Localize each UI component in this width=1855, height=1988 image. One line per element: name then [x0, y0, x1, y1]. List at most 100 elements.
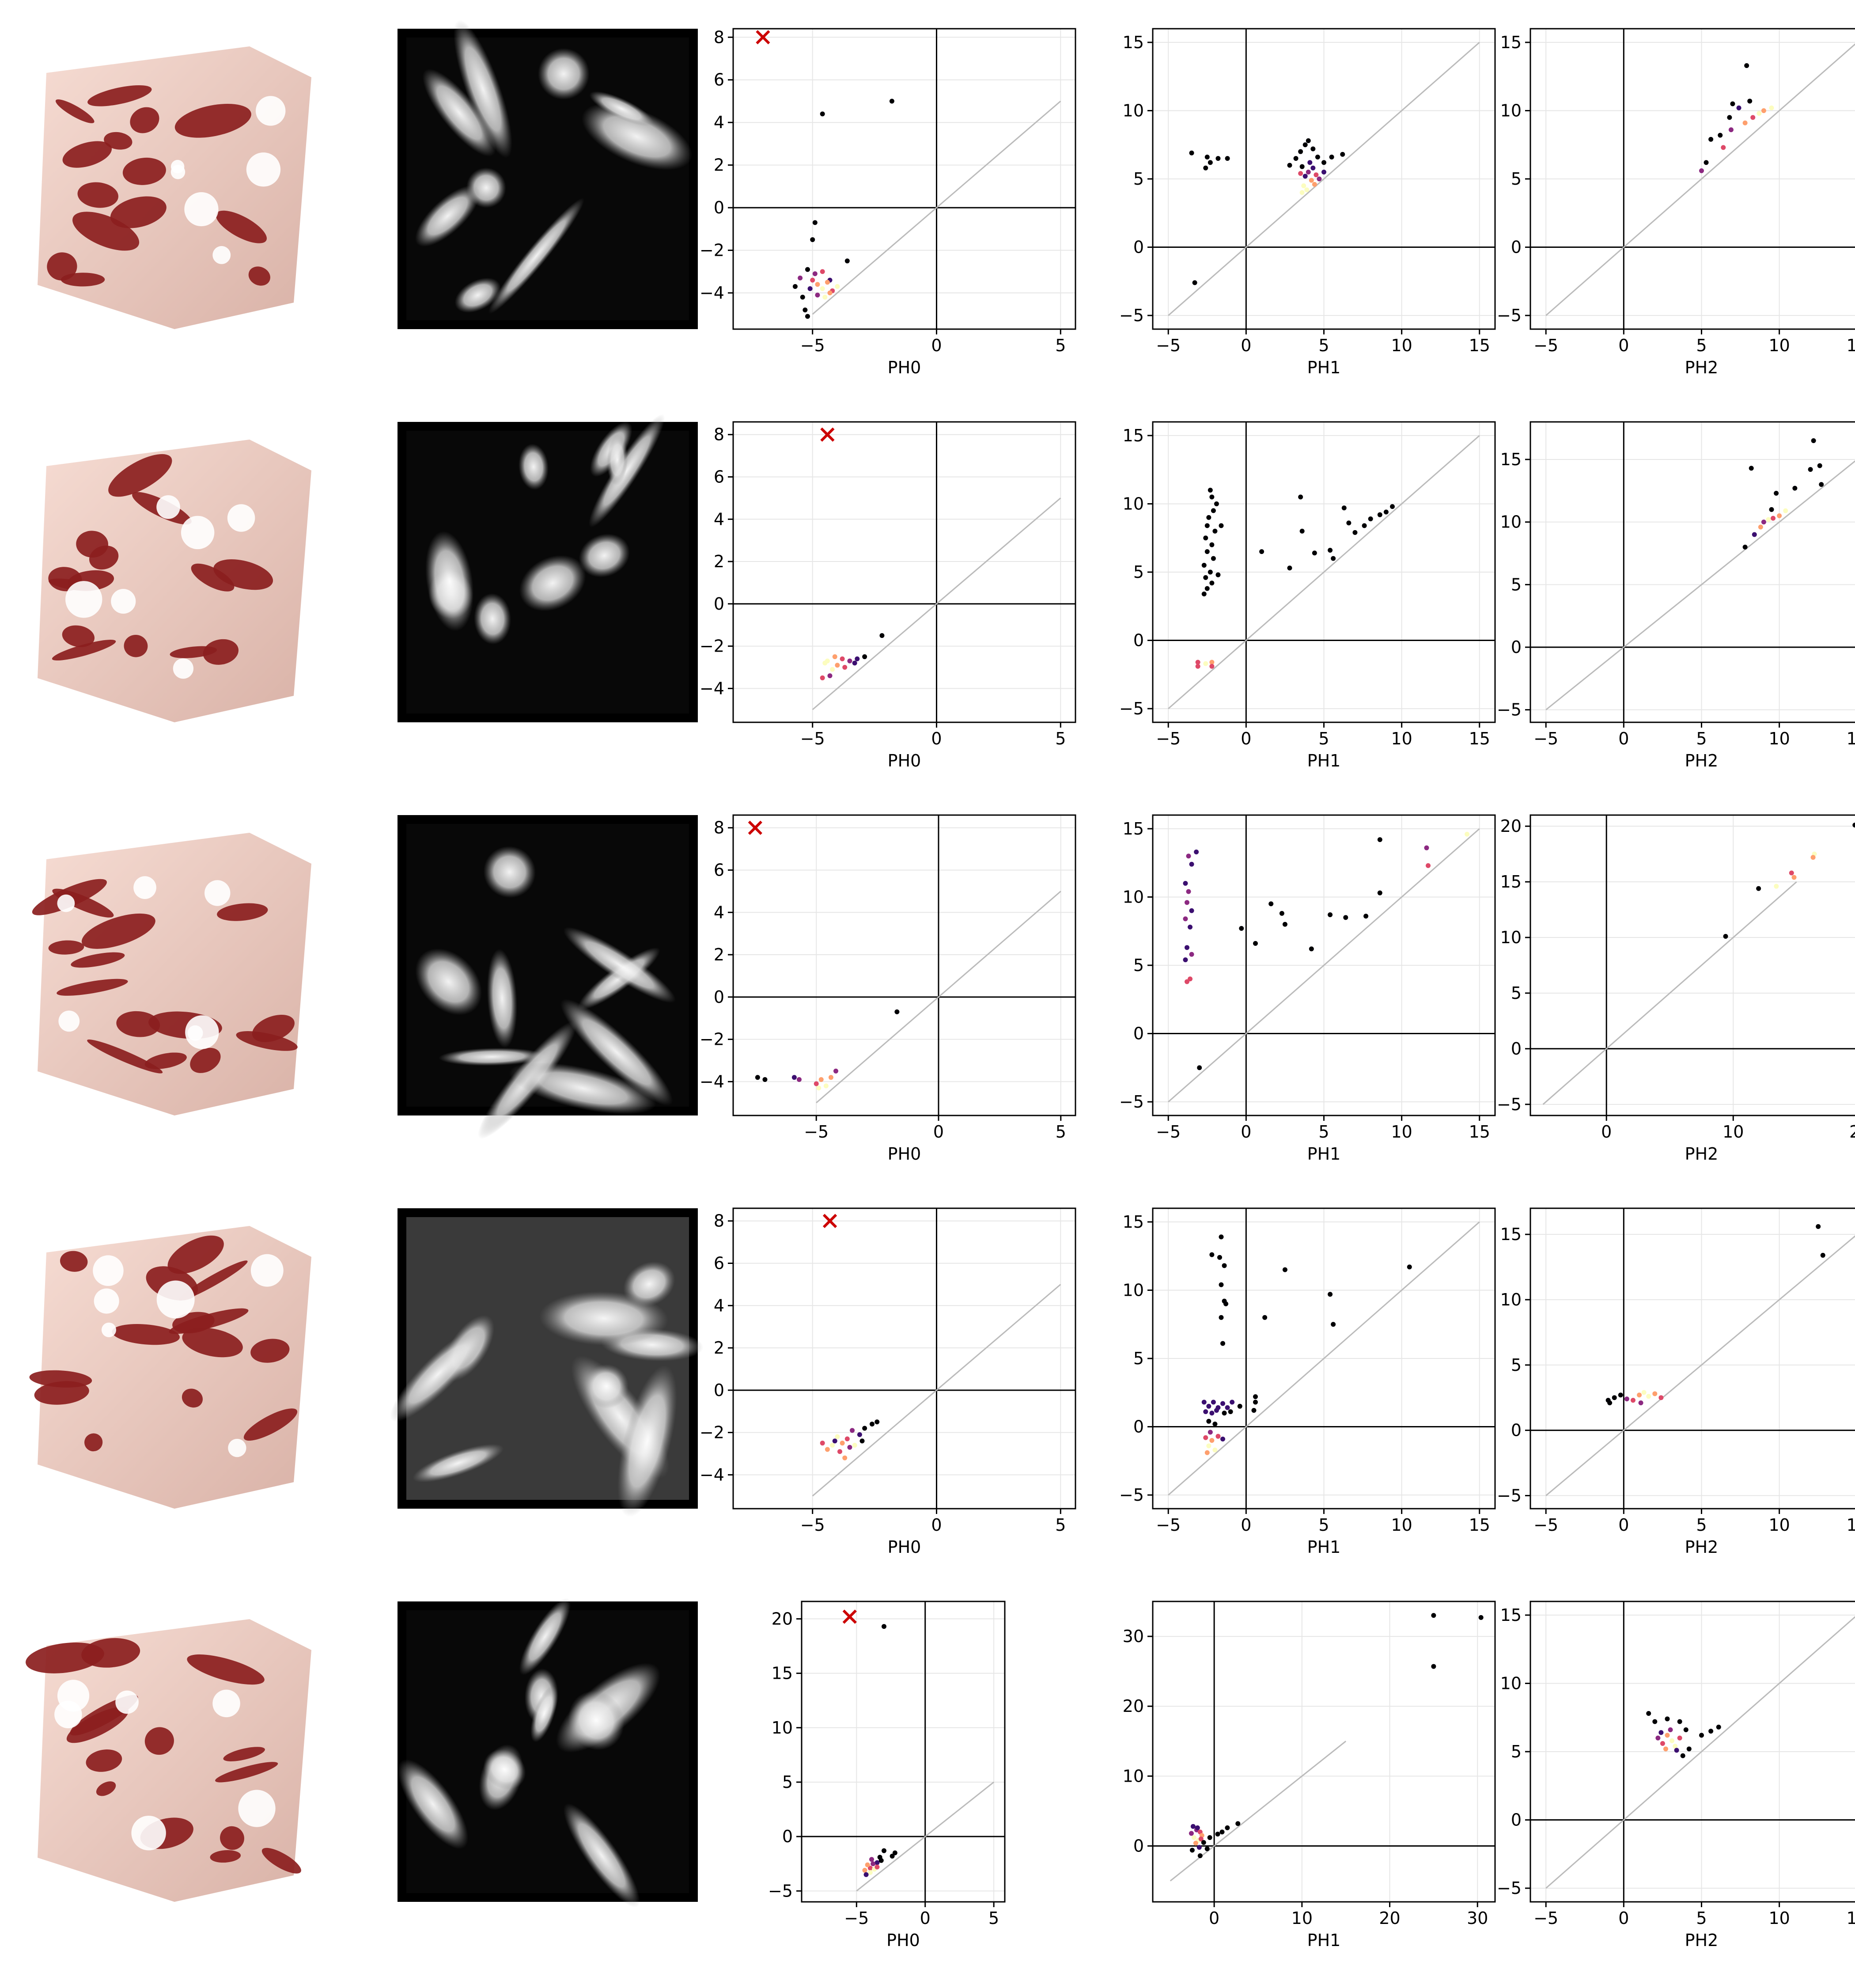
- data-point: [865, 1862, 870, 1867]
- data-point: [1209, 660, 1215, 665]
- slice-image: [398, 414, 698, 722]
- y-tick-label: 0: [1133, 238, 1144, 257]
- data-point: [862, 1868, 867, 1873]
- data-point: [874, 1864, 880, 1870]
- x-tick-label: 10: [1391, 1122, 1412, 1142]
- data-point: [1728, 127, 1734, 133]
- data-point: [852, 660, 857, 666]
- slice-bright-region: [607, 434, 628, 486]
- y-tick-label: 5: [1511, 983, 1522, 1003]
- data-point: [871, 1861, 876, 1867]
- surface-cut: [252, 1014, 295, 1042]
- surface-hole: [250, 1254, 284, 1287]
- data-point: [1723, 934, 1728, 939]
- volume-render: [32, 833, 311, 1115]
- surface-hole: [101, 1322, 117, 1337]
- data-point: [1193, 1840, 1198, 1846]
- y-tick-label: 2: [714, 1338, 724, 1358]
- data-point: [1769, 507, 1774, 512]
- data-point: [1704, 160, 1709, 165]
- data-point: [827, 673, 833, 679]
- persistence-diagram: −5 0 5 −4 −2 0 2 4 6 8 PH0: [700, 814, 1076, 1164]
- data-point: [1618, 1392, 1623, 1398]
- y-tick-label: 8: [714, 818, 724, 838]
- data-point: [1783, 508, 1788, 513]
- data-point: [1352, 530, 1358, 535]
- surface-hole: [111, 588, 136, 614]
- x-tick-label: 5: [1696, 1908, 1707, 1928]
- data-point: [828, 1075, 833, 1080]
- data-point: [869, 1857, 874, 1862]
- y-tick-label: 5: [1511, 1355, 1522, 1375]
- data-point: [879, 633, 885, 638]
- data-point: [1209, 580, 1215, 586]
- surface-cut: [108, 454, 172, 497]
- data-point: [1652, 1391, 1658, 1396]
- surface-cut: [213, 559, 273, 590]
- data-point: [847, 1445, 852, 1450]
- data-point: [1287, 565, 1292, 571]
- y-tick-label: −5: [1497, 1486, 1522, 1505]
- data-point: [857, 1432, 862, 1437]
- surface-hole: [227, 504, 255, 532]
- persistence-diagram: −5 0 5 10 15 −5 0 5 10 15 PH1: [1119, 814, 1496, 1164]
- data-point: [1658, 1395, 1664, 1400]
- data-point: [1638, 1400, 1643, 1406]
- volume-render: [26, 1619, 311, 1902]
- surface-cut: [110, 196, 167, 228]
- surface-cut: [77, 182, 118, 208]
- plot-frame: [1529, 421, 1855, 723]
- data-point: [1852, 823, 1855, 828]
- data-point: [1299, 164, 1305, 169]
- data-point: [1204, 1450, 1210, 1455]
- slice-bright-region: [584, 1364, 629, 1409]
- data-point: [815, 292, 820, 298]
- slice-bright-region: [425, 531, 474, 631]
- data-point: [1789, 870, 1794, 876]
- data-point: [1730, 101, 1735, 106]
- marker-stroke: [822, 1214, 837, 1228]
- y-tick-label: 5: [1133, 562, 1144, 582]
- data-point: [1279, 911, 1284, 916]
- data-point: [842, 664, 848, 670]
- y-tick-label: 8: [714, 425, 724, 444]
- data-point: [1750, 115, 1756, 120]
- data-point: [830, 1442, 835, 1448]
- data-point: [1310, 165, 1316, 171]
- data-point: [1204, 549, 1210, 554]
- data-point: [1808, 467, 1813, 472]
- data-point: [867, 1870, 873, 1875]
- y-tick-label: 2: [714, 945, 724, 964]
- data-point: [1186, 889, 1191, 894]
- data-point: [822, 660, 828, 666]
- plot-frame: [732, 28, 1076, 330]
- slice-bright-region: [473, 593, 511, 645]
- x-tick-label: 5: [988, 1908, 999, 1928]
- data-point: [1222, 1411, 1227, 1416]
- data-point: [1197, 1065, 1202, 1070]
- y-tick-label: 15: [1500, 1225, 1522, 1244]
- surface-cut: [261, 1848, 301, 1874]
- surface-hole: [181, 516, 215, 550]
- data-point: [1192, 280, 1197, 285]
- data-point: [1680, 1753, 1685, 1758]
- data-point: [1214, 501, 1219, 506]
- y-tick-label: 0: [1133, 631, 1144, 650]
- data-point: [1774, 884, 1779, 889]
- surface-hole: [94, 1288, 119, 1314]
- y-tick-label: −4: [700, 283, 724, 303]
- infinite-point-marker: [748, 820, 762, 835]
- persistence-diagram-layer: −5 0 5 −4 −2 0 2 4 6 8 PH0 −5 0 5 10 15 −5 0 5 10 15 PH1 −5 0 5 1…: [700, 27, 1855, 1950]
- surface-cut: [182, 1389, 203, 1408]
- y-tick-label: 10: [1123, 494, 1144, 513]
- data-point: [1658, 1730, 1664, 1735]
- cube-surface: [38, 1619, 311, 1902]
- y-tick-label: 15: [1500, 33, 1522, 52]
- data-point: [812, 220, 818, 225]
- data-point: [1201, 1400, 1207, 1405]
- y-tick-label: 10: [772, 1718, 793, 1738]
- x-tick-label: 20: [1379, 1908, 1400, 1928]
- y-tick-label: 0: [1511, 1421, 1522, 1440]
- slice-bright-region: [530, 1685, 558, 1742]
